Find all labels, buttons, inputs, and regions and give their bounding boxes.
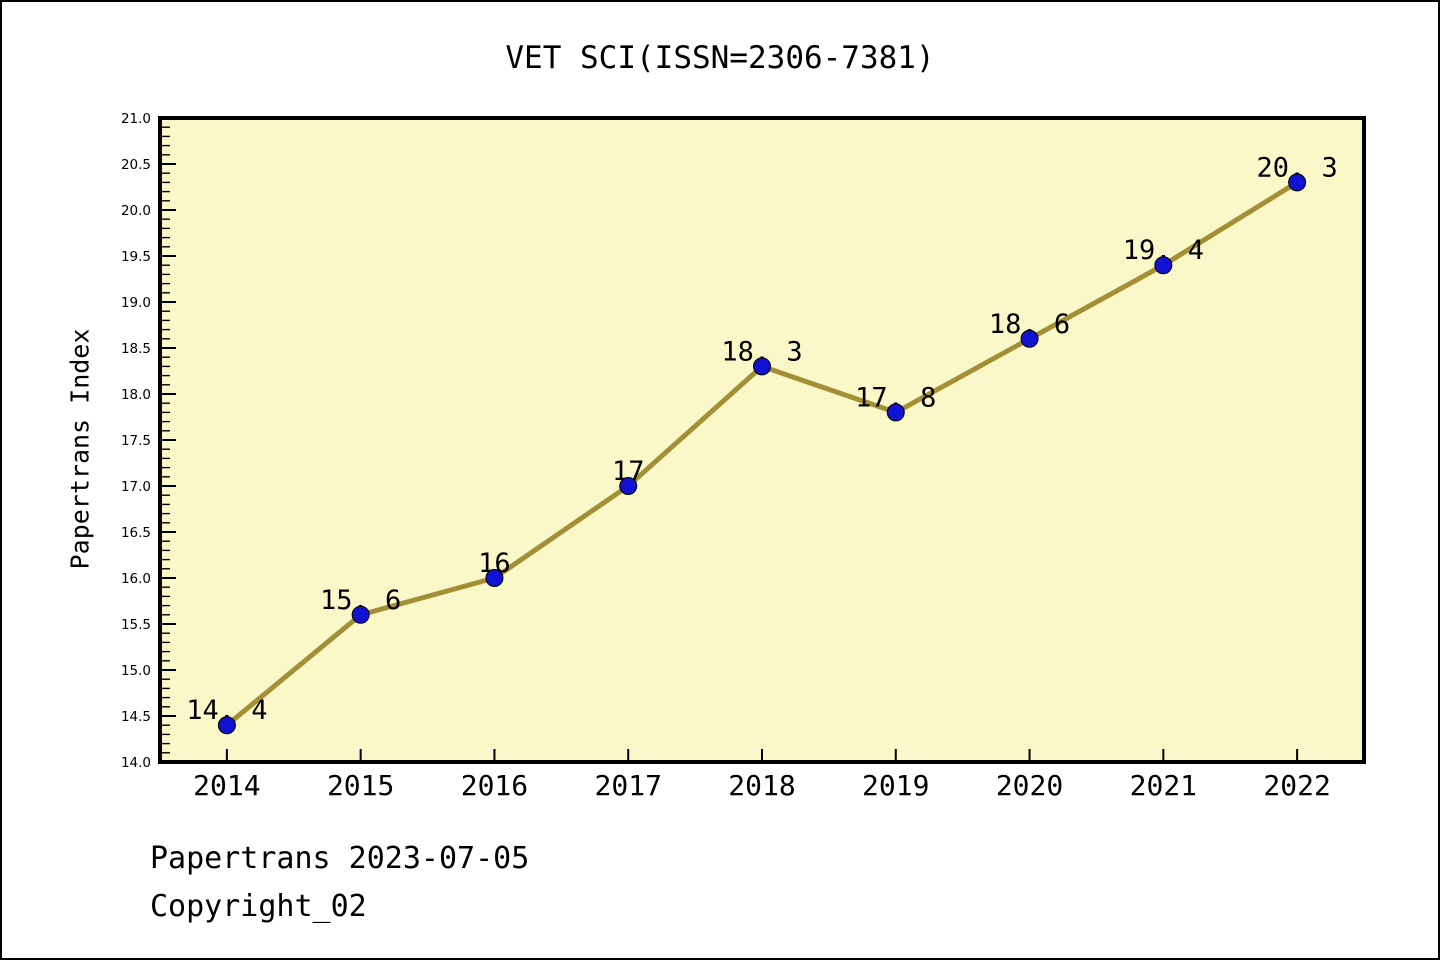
footer-credit: Papertrans 2023-07-05 <box>150 841 530 876</box>
svg-text:15.0: 15.0 <box>121 663 151 679</box>
svg-text:21.0: 21.0 <box>121 111 151 127</box>
svg-text:18.0: 18.0 <box>121 387 151 403</box>
svg-text:20.5: 20.5 <box>121 157 151 173</box>
svg-text:2018: 2018 <box>728 769 795 802</box>
plot-area <box>160 118 1364 762</box>
data-point <box>1020 329 1039 348</box>
data-point <box>753 357 771 376</box>
svg-text:2016: 2016 <box>461 769 528 802</box>
svg-text:2021: 2021 <box>1130 769 1197 802</box>
svg-text:2014: 2014 <box>193 769 260 802</box>
svg-text:2017: 2017 <box>595 769 662 802</box>
svg-text:17.5: 17.5 <box>121 433 151 449</box>
svg-text:16.5: 16.5 <box>121 525 151 541</box>
svg-text:16.0: 16.0 <box>121 571 151 587</box>
data-point <box>485 569 504 587</box>
footer-copyright: Copyright_02 <box>150 889 367 924</box>
svg-text:2020: 2020 <box>996 769 1063 802</box>
svg-text:19.0: 19.0 <box>121 295 151 311</box>
svg-text:17.0: 17.0 <box>121 479 151 495</box>
data-point <box>1154 256 1173 275</box>
chart-title: VET SCI(ISSN=2306-7381) <box>505 40 935 76</box>
svg-text:14.5: 14.5 <box>121 709 151 725</box>
svg-text:18.5: 18.5 <box>121 341 151 357</box>
svg-text:2015: 2015 <box>327 769 394 802</box>
svg-text:14.0: 14.0 <box>121 755 151 771</box>
data-point <box>351 605 370 624</box>
svg-text:2022: 2022 <box>1263 769 1330 802</box>
svg-text:2019: 2019 <box>862 769 929 802</box>
svg-text:15.5: 15.5 <box>121 617 151 633</box>
svg-text:20.0: 20.0 <box>121 203 151 219</box>
data-point <box>1288 173 1307 192</box>
data-point <box>886 403 905 422</box>
svg-text:19.5: 19.5 <box>121 249 151 265</box>
data-point <box>217 716 236 735</box>
data-point <box>619 477 638 495</box>
